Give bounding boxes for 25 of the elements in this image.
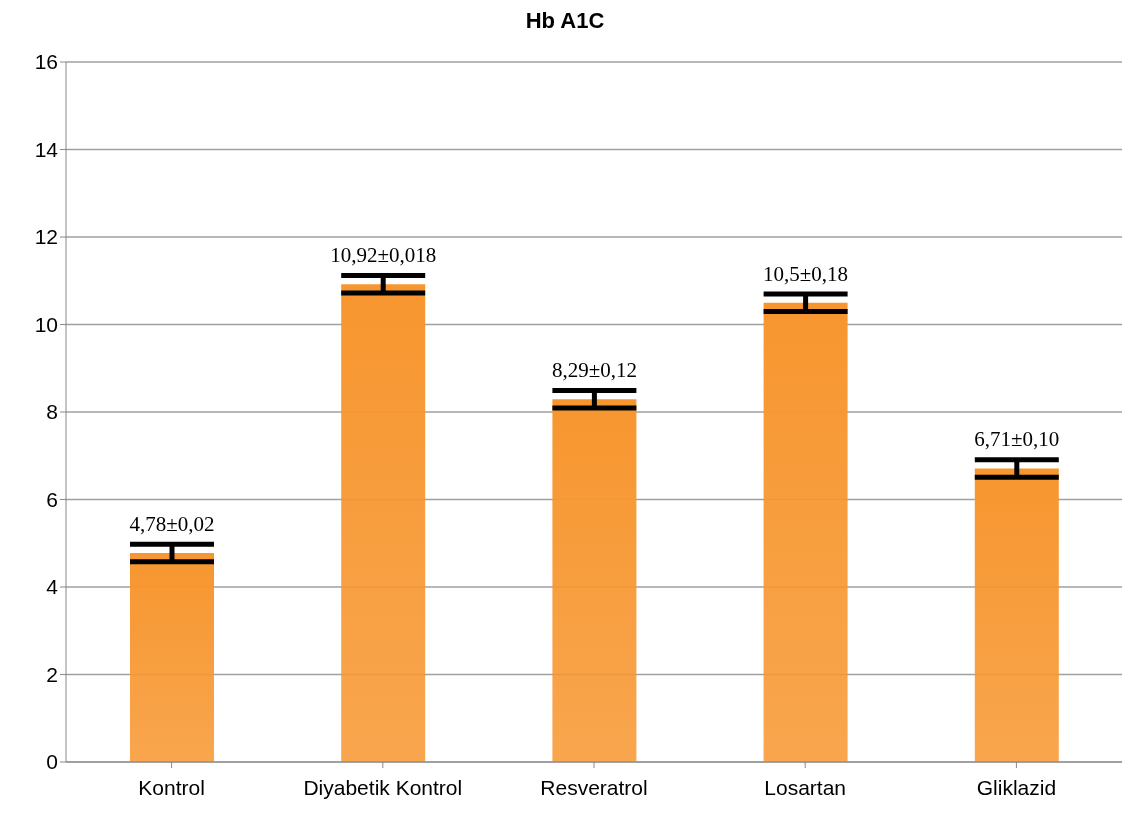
data-label: 6,71±0,10 (974, 427, 1060, 452)
x-tick-label: Losartan (764, 775, 847, 799)
bar (552, 399, 637, 762)
data-label: 8,29±0,12 (551, 358, 637, 383)
data-label: 10,5±0,18 (763, 261, 849, 286)
x-tick-label: Gliklazid (976, 775, 1057, 799)
x-tick-label: Diyabetik Kontrol (303, 775, 463, 799)
bar (130, 552, 214, 762)
y-tick-label: 0 (46, 750, 58, 774)
data-label: 4,78±0,02 (129, 511, 215, 536)
bar (974, 468, 1059, 762)
bar (341, 284, 426, 762)
y-tick-label: 16 (34, 50, 58, 74)
data-label: 10,92±0,018 (330, 243, 437, 268)
chart-title: Hb A1C (524, 8, 606, 35)
y-tick-label: 8 (46, 400, 58, 424)
y-tick-label: 14 (34, 137, 59, 161)
x-tick-label: Resveratrol (540, 775, 648, 799)
y-tick-label: 12 (34, 225, 58, 249)
x-tick-label: Kontrol (138, 775, 205, 799)
bar (763, 302, 848, 762)
y-tick-label: 4 (46, 575, 59, 599)
y-tick-label: 2 (46, 662, 58, 686)
y-tick-label: 10 (34, 312, 58, 336)
y-tick-label: 6 (46, 487, 58, 511)
